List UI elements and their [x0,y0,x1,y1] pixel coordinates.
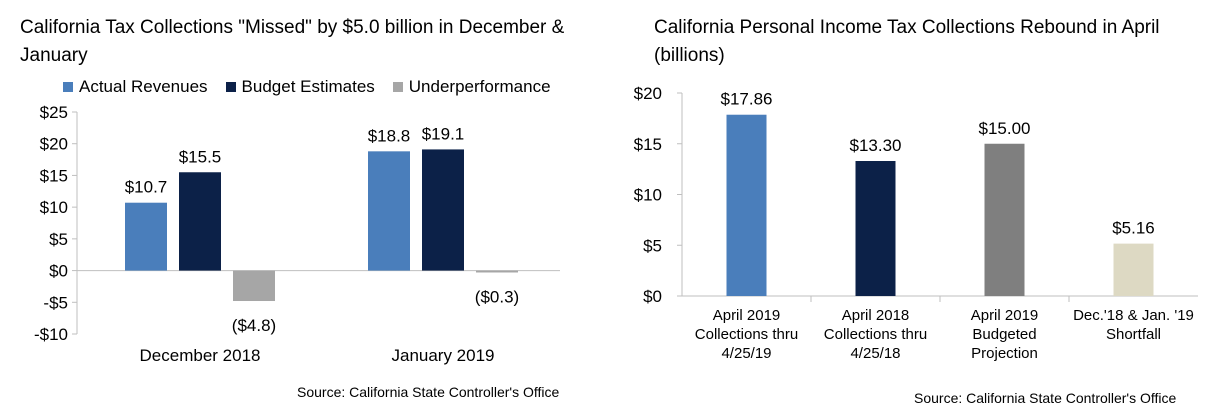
left-y-tick-label: -$10 [34,325,68,344]
legend-swatch-actual [63,82,73,92]
right-x-category-label: 4/25/19 [721,345,771,362]
legend-item-underperformance: Underperformance [392,77,551,97]
left-chart-title: California Tax Collections "Missed" by $… [20,17,565,66]
right-chart-plot: $20 $15 $10 $5 $0 $17.86 April 2019 Collections… [634,84,1198,362]
left-chart-source: Source: California State Controller's Of… [297,384,560,400]
left-y-tick-label: $20 [40,135,68,154]
right-data-label: $5.16 [1112,219,1155,238]
left-x-category-label: January 2019 [391,346,494,365]
right-x-category-label: April 2018 [842,307,910,324]
right-y-tick-label: $0 [643,287,662,306]
left-data-label: $10.7 [125,178,168,197]
right-y-tick-label: $20 [634,84,662,103]
left-chart-plot: $25 $20 $15 $10 $5 $0 -$5 -$10 December 2018 Janu… [34,103,560,365]
left-bar [476,270,518,273]
left-bar [233,270,275,302]
right-data-label: $13.30 [850,136,902,155]
legend-swatch-budget [225,82,236,92]
right-y-tick-label: $15 [634,135,662,154]
left-data-label: ($4.8) [232,316,276,335]
right-y-tick-label: $5 [643,236,662,255]
left-y-tick-label: $25 [40,103,68,122]
left-data-label: ($0.3) [475,287,519,306]
legend-label-budget: Budget Estimates [241,77,375,96]
right-data-label: $17.86 [721,90,773,109]
left-y-tick-label: $5 [49,230,68,249]
right-x-category-label: Collections thru [824,326,927,343]
left-chart-legend: Actual Revenues Budget Estimates Underpe… [63,77,551,97]
left-data-label: $15.5 [179,147,222,166]
left-data-label: $19.1 [422,124,465,143]
right-x-category-label: Collections thru [695,326,798,343]
right-x-category-label: Shortfall [1106,326,1161,343]
left-y-tick-label: -$5 [43,293,68,312]
left-bar [368,151,410,271]
right-x-category-label: Dec.'18 & Jan. '19 [1073,307,1194,324]
left-y-tick-label: $10 [40,198,68,217]
legend-label-underperformance: Underperformance [408,77,551,96]
right-x-category-label: Projection [971,345,1038,362]
right-chart-panel: California Personal Income Tax Collectio… [612,0,1214,419]
legend-label-actual: Actual Revenues [79,77,208,96]
right-x-category-label: Budgeted [972,326,1036,343]
right-bar [726,114,767,296]
left-bar [125,202,167,271]
left-y-tick-label: $0 [49,262,68,281]
legend-swatch-underperformance [392,82,403,92]
left-data-label: $18.8 [368,126,411,145]
right-x-category-label: April 2019 [971,307,1039,324]
right-bar [1113,243,1154,296]
left-y-tick-label: $15 [40,166,68,185]
right-x-category-label: April 2019 [713,307,781,324]
legend-item-budget: Budget Estimates [225,77,375,97]
left-chart-panel: California Tax Collections "Missed" by $… [0,0,600,419]
right-bar [855,161,896,296]
left-bar [179,172,221,271]
left-bar [422,149,464,271]
right-chart-title: California Personal Income Tax Collectio… [654,17,1160,66]
right-bar [984,143,1025,296]
right-y-tick-label: $10 [634,186,662,205]
legend-item-actual: Actual Revenues [63,77,208,97]
right-chart-source: Source: California State Controller's Of… [914,390,1177,406]
right-data-label: $15.00 [979,119,1031,138]
left-x-category-label: December 2018 [140,346,261,365]
right-x-category-label: 4/25/18 [850,345,900,362]
